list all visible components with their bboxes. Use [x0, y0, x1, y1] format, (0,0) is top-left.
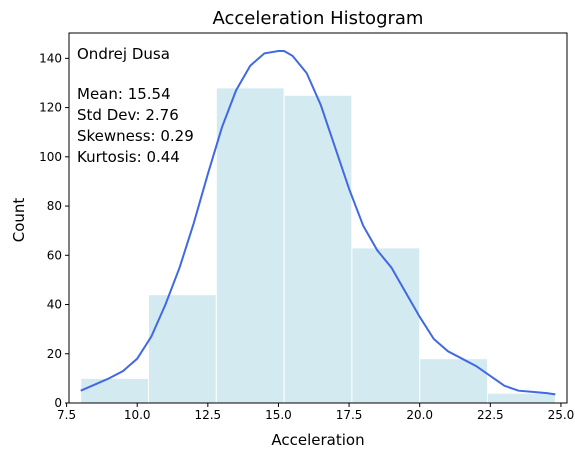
histogram-bars	[80, 87, 556, 404]
y-tick-label: 20	[47, 347, 62, 361]
x-tick-label: 17.5	[336, 408, 363, 422]
y-tick-label: 120	[39, 101, 62, 115]
annotation-kurtosis: Kurtosis: 0.44	[77, 148, 180, 166]
kde-curve	[80, 49, 556, 396]
stats-annotation: Ondrej Dusa Mean: 15.54 Std Dev: 2.76 Sk…	[77, 45, 194, 166]
annotation-std-dev: Std Dev: 2.76	[77, 106, 179, 124]
x-tick-label: 7.5	[57, 408, 76, 422]
histogram-bar-3	[215, 87, 285, 404]
x-axis-label: Acceleration	[271, 431, 364, 449]
y-tick-label: 40	[47, 298, 62, 312]
x-tick-label: 20.0	[406, 408, 433, 422]
histogram-bar-6	[419, 358, 488, 404]
y-tick-label: 100	[39, 150, 62, 164]
y-tick-label: 140	[39, 51, 62, 65]
y-axis-ticks: 0 20 40 60 80 100 120 140	[39, 51, 69, 410]
x-axis-ticks: 7.5 10.0 12.5 15.0 17.5 20.0 22.5 25.0	[57, 403, 574, 422]
y-tick-label: 60	[47, 248, 62, 262]
x-tick-label: 25.0	[548, 408, 575, 422]
y-axis-label: Count	[10, 198, 28, 243]
y-tick-label: 80	[47, 199, 62, 213]
x-tick-label: 12.5	[194, 408, 221, 422]
annotation-name: Ondrej Dusa	[77, 45, 170, 63]
x-tick-label: 10.0	[124, 408, 151, 422]
histogram-bar-7	[486, 392, 556, 404]
annotation-mean: Mean: 15.54	[77, 85, 171, 103]
histogram-bar-4	[283, 94, 353, 404]
annotation-skewness: Skewness: 0.29	[77, 127, 194, 145]
x-tick-label: 22.5	[477, 408, 504, 422]
histogram-bar-1	[80, 377, 150, 404]
histogram-bar-5	[351, 247, 421, 404]
histogram-bar-2	[148, 294, 217, 404]
y-tick-label: 0	[54, 396, 62, 410]
plot-frame	[68, 32, 568, 404]
chart-title: Acceleration Histogram	[213, 8, 424, 29]
x-tick-label: 15.0	[265, 408, 292, 422]
